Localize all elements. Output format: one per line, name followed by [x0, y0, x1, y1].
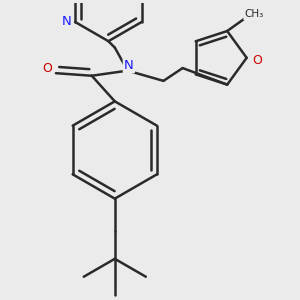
- Text: N: N: [124, 59, 134, 72]
- Text: O: O: [252, 54, 262, 67]
- Text: N: N: [61, 16, 71, 28]
- Text: CH₃: CH₃: [244, 9, 264, 20]
- Text: O: O: [42, 61, 52, 75]
